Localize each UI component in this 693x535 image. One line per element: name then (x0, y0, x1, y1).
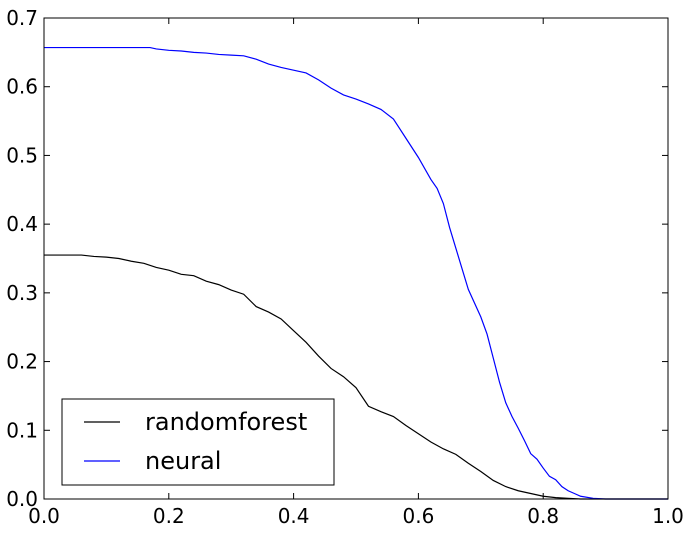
y-tick-label: 0.3 (6, 281, 38, 305)
y-tick-label: 0.6 (6, 75, 38, 99)
plot-frame (43, 17, 669, 500)
y-tick-label: 0.7 (6, 6, 38, 30)
x-tick-label: 0.4 (278, 504, 310, 528)
legend-label-randomforest: randomforest (145, 408, 307, 436)
series-line-randomforest (44, 254, 668, 500)
y-tick-label: 0.4 (6, 212, 38, 236)
series-layer (44, 46, 668, 500)
y-tick-label: 0.0 (6, 487, 38, 511)
x-tick-label: 0.2 (153, 504, 185, 528)
y-tick-label: 0.5 (6, 143, 38, 167)
x-axis: 0.0 0.2 0.4 0.6 0.8 1.0 (28, 18, 684, 528)
legend: randomforest neural (61, 398, 335, 486)
x-tick-label: 1.0 (652, 504, 684, 528)
series-line-neural (44, 46, 668, 500)
legend-box (61, 398, 335, 486)
y-axis: 0.0 0.1 0.2 0.3 0.4 0.5 0.6 0.7 (6, 6, 668, 511)
x-tick-label: 0.6 (402, 504, 434, 528)
x-tick-label: 0.0 (28, 504, 60, 528)
x-tick-label: 0.8 (527, 504, 559, 528)
y-tick-label: 0.1 (6, 418, 38, 442)
y-tick-label: 0.2 (6, 350, 38, 374)
legend-label-neural: neural (145, 447, 221, 475)
